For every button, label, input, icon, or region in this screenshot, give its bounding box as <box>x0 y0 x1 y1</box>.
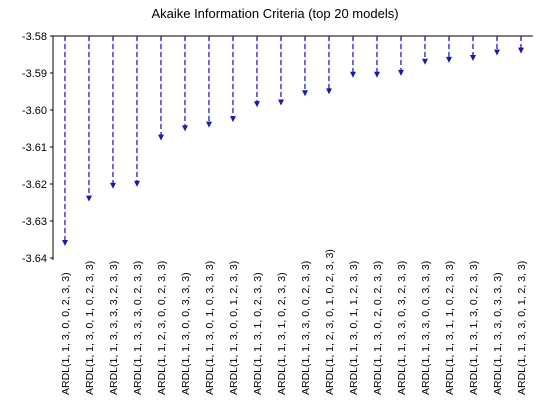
y-tick-label: -3.61 <box>22 142 47 154</box>
x-category-label: ARDL(1, 1, 3, 1, 1, 0, 2, 3, 3) <box>444 261 456 395</box>
model-value-marker <box>254 101 260 108</box>
x-category-label: ARDL(1, 1, 3, 1, 0, 2, 3, 3) <box>276 272 288 395</box>
x-category-label: ARDL(1, 1, 3, 3, 0, 3, 3, 3) <box>492 272 504 395</box>
model-value-marker <box>446 56 452 63</box>
model-value-marker <box>422 58 428 65</box>
x-category-label: ARDL(1, 1, 3, 3, 3, 0, 2, 3, 3) <box>132 261 144 395</box>
model-value-marker <box>326 88 332 95</box>
model-value-marker <box>134 180 140 187</box>
x-category-label: ARDL(1, 1, 3, 1, 0, 2, 3, 3) <box>252 272 264 395</box>
axes-group <box>52 35 533 260</box>
model-value-marker <box>278 99 284 106</box>
x-category-label: ARDL(1, 1, 3, 3, 0, 3, 2, 3, 3) <box>396 261 408 395</box>
model-value-marker <box>182 125 188 132</box>
y-axis-ticks: -3.58 -3.59 -3.60 -3.61 -3.62 -3.63 -3.64 <box>22 31 53 265</box>
model-value-marker <box>374 71 380 78</box>
x-category-label: ARDL(1, 1, 2, 3, 0, 1, 0, 2, 3, 3) <box>324 249 336 395</box>
model-value-marker <box>110 182 116 189</box>
x-category-label: ARDL(1, 1, 3, 0, 2, 0, 2, 3, 3) <box>372 261 384 395</box>
x-category-label: ARDL(1, 1, 3, 1, 3, 0, 2, 3, 3) <box>468 261 480 395</box>
x-category-label: ARDL(1, 1, 3, 3, 0, 0, 2, 3, 3) <box>300 261 312 395</box>
x-category-label: ARDL(1, 1, 3, 0, 0, 1, 2, 3, 3) <box>228 261 240 395</box>
y-tick-label: -3.64 <box>22 253 47 265</box>
y-tick-label: -3.60 <box>22 105 47 117</box>
x-category-label: ARDL(1, 1, 3, 0, 1, 1, 2, 3, 3) <box>348 261 360 395</box>
model-value-marker <box>158 134 164 141</box>
x-category-label: ARDL(1, 1, 3, 0, 1, 0, 3, 3, 3) <box>204 261 216 395</box>
model-value-marker <box>230 116 236 123</box>
x-category-label: ARDL(1, 1, 3, 0, 0, 3, 3, 3) <box>180 272 192 395</box>
model-value-marker <box>398 69 404 76</box>
x-category-label: ARDL(1, 1, 3, 0, 0, 2, 3, 3) <box>60 272 72 395</box>
y-tick-label: -3.62 <box>22 179 47 191</box>
model-value-marker <box>86 195 92 202</box>
chart-title: Akaike Information Criteria (top 20 mode… <box>151 6 399 21</box>
x-category-label: ARDL(1, 1, 3, 3, 0, 0, 3, 3, 3) <box>420 261 432 395</box>
x-category-label: ARDL(1, 1, 2, 3, 0, 0, 2, 3, 3) <box>156 261 168 395</box>
y-tick-label: -3.59 <box>22 68 47 80</box>
x-category-label: ARDL(1, 1, 3, 3, 3, 3, 2, 3, 3) <box>108 261 120 395</box>
model-value-marker <box>518 47 524 54</box>
model-value-marker <box>494 49 500 56</box>
chart-marks <box>62 36 524 247</box>
y-tick-label: -3.58 <box>22 31 47 43</box>
model-value-marker <box>62 240 68 247</box>
x-axis-labels: ARDL(1, 1, 3, 0, 0, 2, 3, 3) ARDL(1, 1, 3… <box>60 249 528 395</box>
y-tick-label: -3.63 <box>22 216 47 228</box>
x-category-label: ARDL(1, 1, 3, 3, 0, 1, 2, 3, 3) <box>516 261 528 395</box>
model-value-marker <box>206 121 212 128</box>
model-value-marker <box>302 90 308 97</box>
model-value-marker <box>350 71 356 78</box>
model-value-marker <box>470 55 476 62</box>
x-category-label: ARDL(1, 1, 3, 0, 1, 0, 2, 3, 3) <box>84 261 96 395</box>
